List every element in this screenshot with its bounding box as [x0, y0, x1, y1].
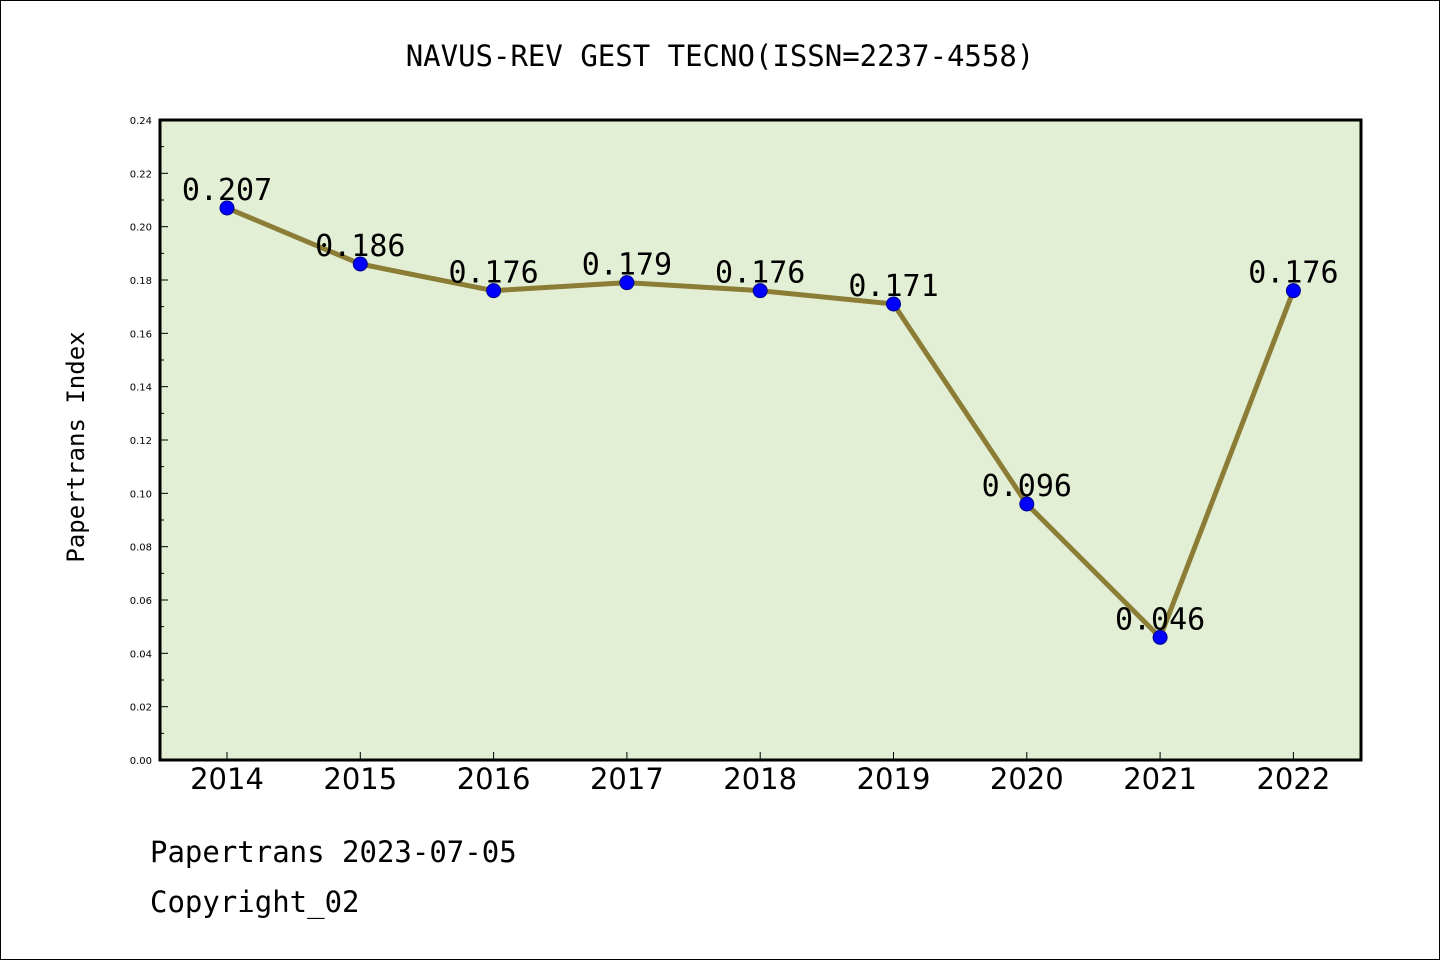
- plot-border: [158, 118, 1363, 762]
- data-point: [886, 296, 901, 312]
- x-axis: 2014 2015 2016 2017 2018 2019 2020 2021 2022: [190, 752, 1330, 796]
- data-label: 0.186: [315, 229, 405, 264]
- plot-area: [160, 120, 1361, 760]
- x-tick-label: 2016: [457, 762, 531, 796]
- y-axis-label: Papertrans Index: [62, 331, 90, 562]
- x-tick-label: 2014: [190, 762, 264, 796]
- footer-date: Papertrans 2023-07-05: [150, 835, 517, 869]
- x-tick-label: 2015: [323, 762, 397, 796]
- data-label: 0.207: [182, 173, 272, 208]
- data-label: 0.046: [1115, 602, 1205, 637]
- data-point: [219, 200, 235, 216]
- y-tick-label: 0.20: [130, 223, 152, 234]
- y-tick-label: 0.04: [130, 649, 152, 660]
- data-label: 0.096: [982, 469, 1072, 504]
- footer-copyright: Copyright_02: [150, 885, 360, 919]
- x-tick-label: 2021: [1123, 762, 1197, 796]
- data-point: [619, 275, 635, 291]
- y-tick-label: 0.24: [130, 116, 152, 127]
- y-tick-label: 0.16: [130, 329, 152, 340]
- data-point: [486, 283, 502, 299]
- x-tick-label: 2017: [590, 762, 664, 796]
- y-tick-label: 0.22: [130, 169, 152, 180]
- chart-title: NAVUS-REV GEST TECNO(ISSN=2237-4558): [406, 39, 1035, 73]
- y-tick-label: 0.18: [130, 276, 152, 287]
- x-tick-label: 2022: [1256, 762, 1330, 796]
- y-tick-label: 0.10: [130, 489, 152, 500]
- y-tick-label: 0.14: [130, 383, 152, 394]
- data-label: 0.176: [448, 256, 538, 291]
- x-tick-label: 2019: [857, 762, 931, 796]
- x-tick-label: 2020: [990, 762, 1064, 796]
- data-label: 0.179: [582, 248, 672, 283]
- data-label: 0.176: [715, 256, 805, 291]
- data-point: [1285, 283, 1301, 299]
- data-point: [1019, 496, 1035, 512]
- data-labels: 0.207 0.186 0.176 0.179 0.176 0.171 0.096 0.046…: [182, 173, 1339, 637]
- data-point: [352, 256, 368, 272]
- data-markers: [219, 200, 1301, 645]
- y-axis: 0.00 0.02 0.04 0.06 0.08 0.10 0.12 0.14 0.16 0.18…: [130, 116, 168, 767]
- data-point: [1152, 629, 1168, 645]
- y-tick-label: 0.08: [130, 543, 152, 554]
- y-tick-label: 0.06: [130, 596, 152, 607]
- y-tick-label: 0.00: [130, 756, 152, 767]
- data-label: 0.176: [1248, 256, 1338, 291]
- y-tick-label: 0.12: [130, 436, 152, 447]
- data-label: 0.171: [848, 269, 938, 304]
- data-point: [752, 283, 768, 299]
- y-tick-label: 0.02: [130, 703, 152, 714]
- x-tick-label: 2018: [723, 762, 797, 796]
